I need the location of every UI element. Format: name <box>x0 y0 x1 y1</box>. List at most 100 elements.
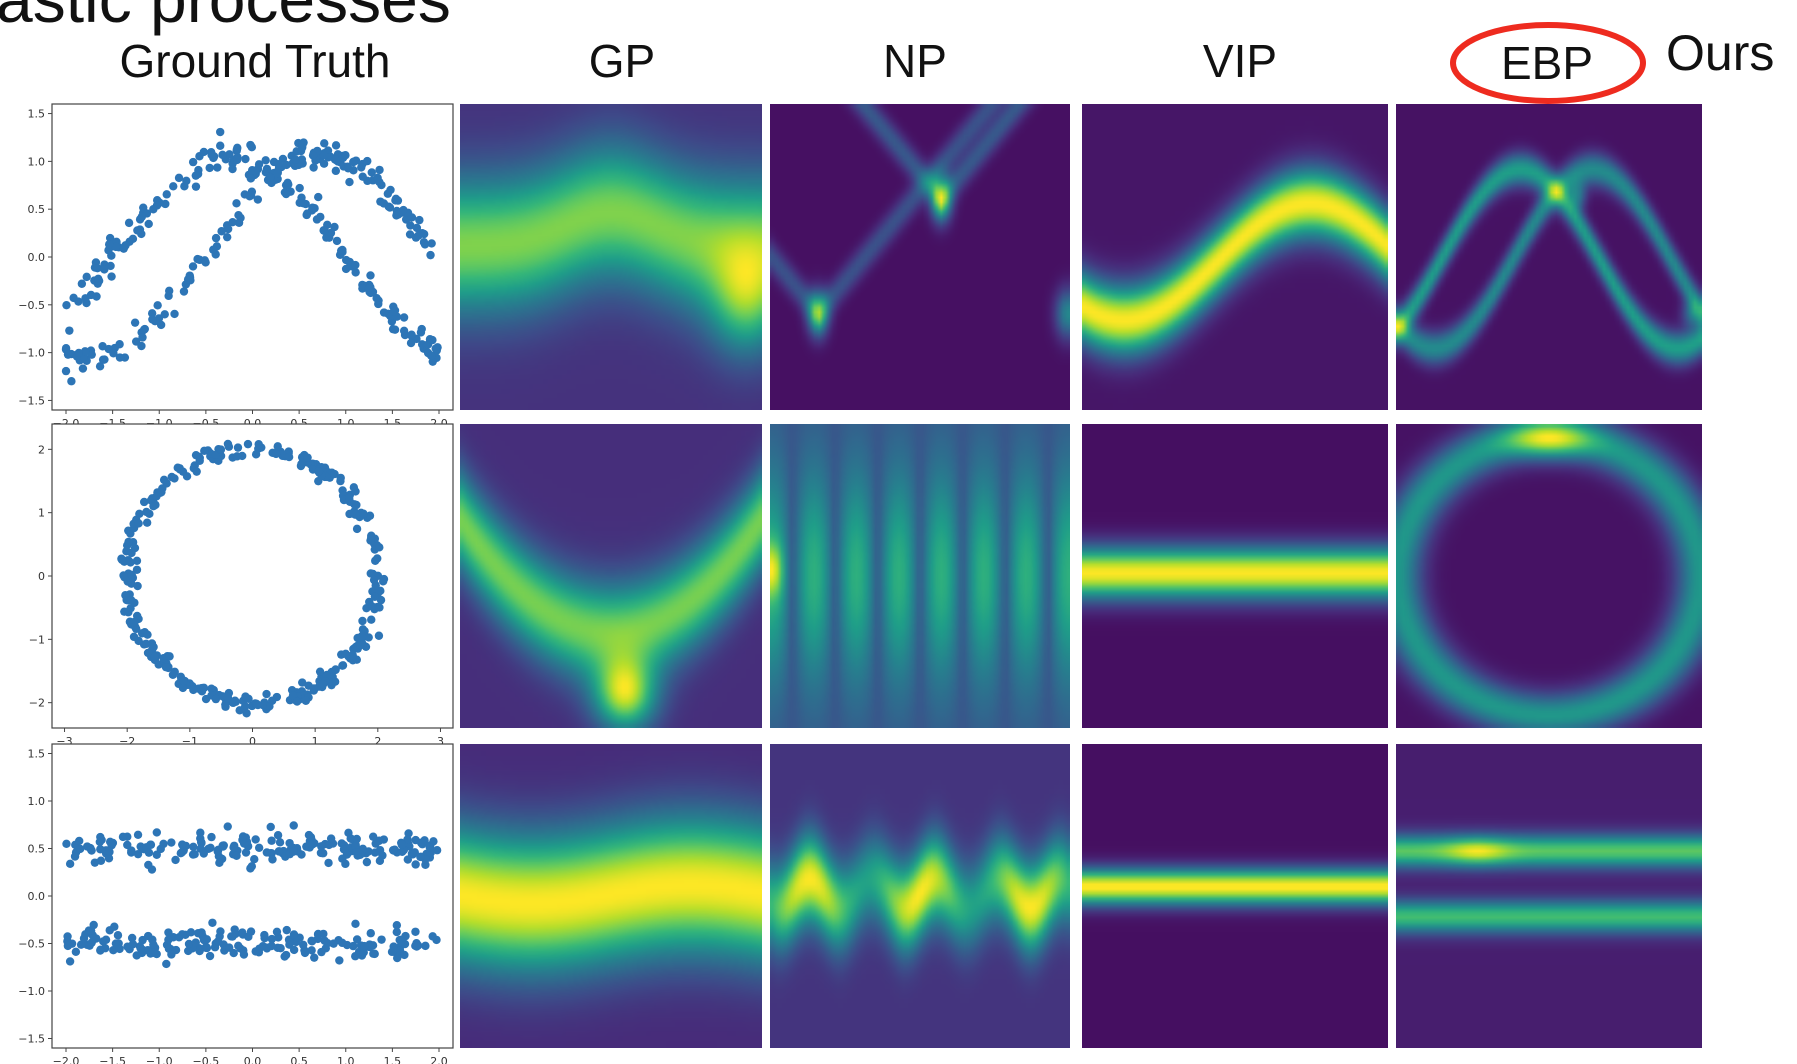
y-tick-label: 0.5 <box>28 843 46 856</box>
scatter-point <box>416 852 425 862</box>
scatter-point <box>127 933 137 943</box>
scatter-point <box>268 855 277 864</box>
scatter-point <box>139 325 149 334</box>
scatter-point <box>317 947 326 957</box>
scatter-point <box>332 236 342 246</box>
scatter-point <box>127 846 136 855</box>
scatter-point <box>359 948 368 957</box>
scatter-point <box>397 840 407 850</box>
scatter-point <box>100 265 109 274</box>
scatter-point <box>232 452 242 461</box>
scatter-point <box>230 925 239 934</box>
scatter-point <box>313 934 323 944</box>
scatter-point <box>211 233 221 243</box>
scatter-point <box>324 858 333 868</box>
scatter-point <box>352 847 362 857</box>
scatter-point <box>160 310 169 319</box>
scatter-point <box>427 351 436 360</box>
scatter-point <box>345 177 354 187</box>
ours-label: Ours <box>1666 25 1774 81</box>
scatter-point <box>232 199 241 208</box>
scatter-point <box>138 333 147 342</box>
scatter-point <box>309 163 318 172</box>
scatter-point <box>178 683 188 693</box>
scatter-point <box>374 631 384 640</box>
scatter-point <box>202 943 212 953</box>
column-header-ebp: EBP <box>1501 37 1593 89</box>
scatter-point <box>133 830 143 839</box>
scatter-point <box>392 921 402 930</box>
scatter-point <box>414 231 423 240</box>
scatter-point <box>407 330 416 339</box>
column-header-ground-truth: Ground Truth <box>119 35 390 87</box>
scatter-point <box>399 326 409 336</box>
scatter-point <box>331 141 341 150</box>
scatter-point <box>194 165 203 175</box>
scatter-point <box>150 652 159 662</box>
scatter-point <box>109 349 118 358</box>
scatter-point <box>224 943 234 952</box>
scatter-point <box>285 940 294 949</box>
scatter-point <box>67 377 76 386</box>
scatter-point <box>425 843 435 852</box>
scatter-point <box>338 938 347 948</box>
scatter-point <box>371 839 380 848</box>
density-heatmap-two-bands-gp <box>460 744 762 1048</box>
x-tick-label: −1.0 <box>146 1055 173 1064</box>
scatter-point <box>261 156 270 165</box>
scatter-point <box>375 603 384 612</box>
x-tick-label: −1.5 <box>99 1055 126 1064</box>
column-header-vip: VIP <box>1203 35 1277 87</box>
scatter-point <box>126 558 135 567</box>
scatter-point <box>115 353 125 362</box>
scatter-point <box>120 573 129 582</box>
scatter-point <box>403 835 412 844</box>
scatter-point <box>385 203 395 212</box>
scatter-axes-two-bands <box>51 743 454 1049</box>
scatter-point <box>346 834 355 843</box>
scatter-point <box>193 254 202 264</box>
ebp-highlight-circle <box>1450 22 1646 104</box>
scatter-point <box>156 320 166 330</box>
scatter-point <box>62 300 71 310</box>
scatter-point <box>303 209 312 218</box>
scatter-point <box>308 151 318 160</box>
scatter-point <box>319 849 328 858</box>
scatter-point <box>392 927 402 937</box>
x-tick-label: 0 <box>249 735 256 748</box>
scatter-point <box>341 649 350 659</box>
scatter-point <box>298 198 308 208</box>
scatter-point <box>178 840 187 849</box>
scatter-point <box>371 556 380 565</box>
scatter-point <box>262 689 271 699</box>
scatter-point <box>61 344 71 353</box>
scatter-point <box>307 840 317 850</box>
scatter-point <box>121 241 130 250</box>
scatter-point <box>228 218 237 227</box>
scatter-point <box>357 163 366 172</box>
scatter-point <box>428 335 437 345</box>
y-tick-label: −1.0 <box>18 985 45 998</box>
scatter-point <box>282 925 291 935</box>
scatter-point <box>244 932 253 942</box>
scatter-point <box>366 569 375 578</box>
scatter-point <box>69 293 78 303</box>
scatter-point <box>222 232 232 242</box>
scatter-point <box>432 846 442 855</box>
scatter-point <box>272 927 282 937</box>
scatter-point <box>115 340 124 349</box>
scatter-point <box>218 150 227 160</box>
scatter-point <box>175 464 184 473</box>
scatter-point <box>246 140 255 150</box>
scatter-point <box>266 848 276 858</box>
scatter-axes-circle <box>51 423 454 729</box>
scatter-point <box>412 223 422 233</box>
scatter-point <box>255 944 264 953</box>
scatter-point <box>253 164 263 174</box>
x-tick-label: 2.0 <box>430 1055 448 1064</box>
scatter-point <box>407 213 417 222</box>
scatter-point <box>369 575 379 585</box>
scatter-point <box>295 183 304 193</box>
scatter-point <box>419 238 429 247</box>
scatter-point <box>89 920 98 930</box>
